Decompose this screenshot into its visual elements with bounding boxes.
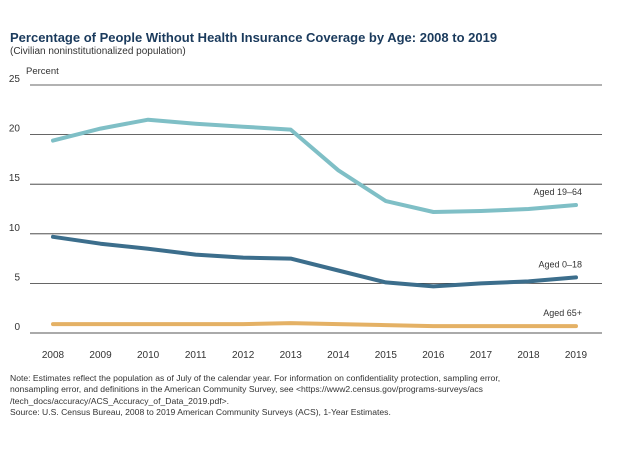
y-tick-label: 0 [14,322,20,333]
note-line-3: /tech_docs/accuracy/ACS_Accuracy_of_Data… [10,395,230,406]
x-tick-label: 2009 [89,350,112,361]
x-tick-label: 2015 [375,350,398,361]
y-tick-label: 25 [9,74,21,85]
x-tick-label: 2014 [327,350,350,361]
y-tick-label: 5 [14,272,20,283]
series-line-2 [51,321,578,329]
series-labels: Aged 19–64 Aged 0–18 Aged 65+ [533,187,582,318]
series-lines [51,117,578,329]
y-axis-ticks: 0 5 10 15 20 25 [9,74,21,333]
x-axis-ticks: 2008 2009 2010 2011 2012 2013 2014 2015 2016 2017… [42,350,588,361]
x-tick-label: 2013 [280,350,303,361]
chart-title: Percentage of People Without Health Insu… [10,30,498,45]
x-tick-label: 2010 [137,350,160,361]
note-line-1: Note: Estimates reflect the population a… [10,373,501,383]
x-tick-label: 2011 [185,350,207,361]
y-tick-label: 10 [9,223,21,234]
series-line-1 [51,234,578,289]
source-note: Source: U.S. Census Bureau, 2008 to 2019… [10,407,391,418]
chart-subtitle: (Civilian noninstitutionalized populatio… [10,46,186,57]
x-tick-label: 2008 [42,350,65,361]
x-tick-label: 2016 [422,350,445,361]
series-label-0: Aged 19–64 [533,187,582,197]
y-axis-label: Percent [26,66,59,77]
series-label-2: Aged 65+ [543,308,582,318]
series-label-1: Aged 0–18 [538,259,582,269]
gridlines [30,84,602,334]
chart-notes: Note: Estimates reflect the population a… [10,373,610,419]
x-tick-label: 2019 [565,350,588,361]
series-line-0 [51,117,578,214]
x-tick-label: 2012 [232,350,255,361]
y-tick-label: 15 [9,173,21,184]
x-tick-label: 2017 [470,350,493,361]
y-tick-label: 20 [9,124,21,135]
x-tick-label: 2018 [517,350,540,361]
note-line-2: nonsampling error, and definitions in th… [10,384,483,395]
